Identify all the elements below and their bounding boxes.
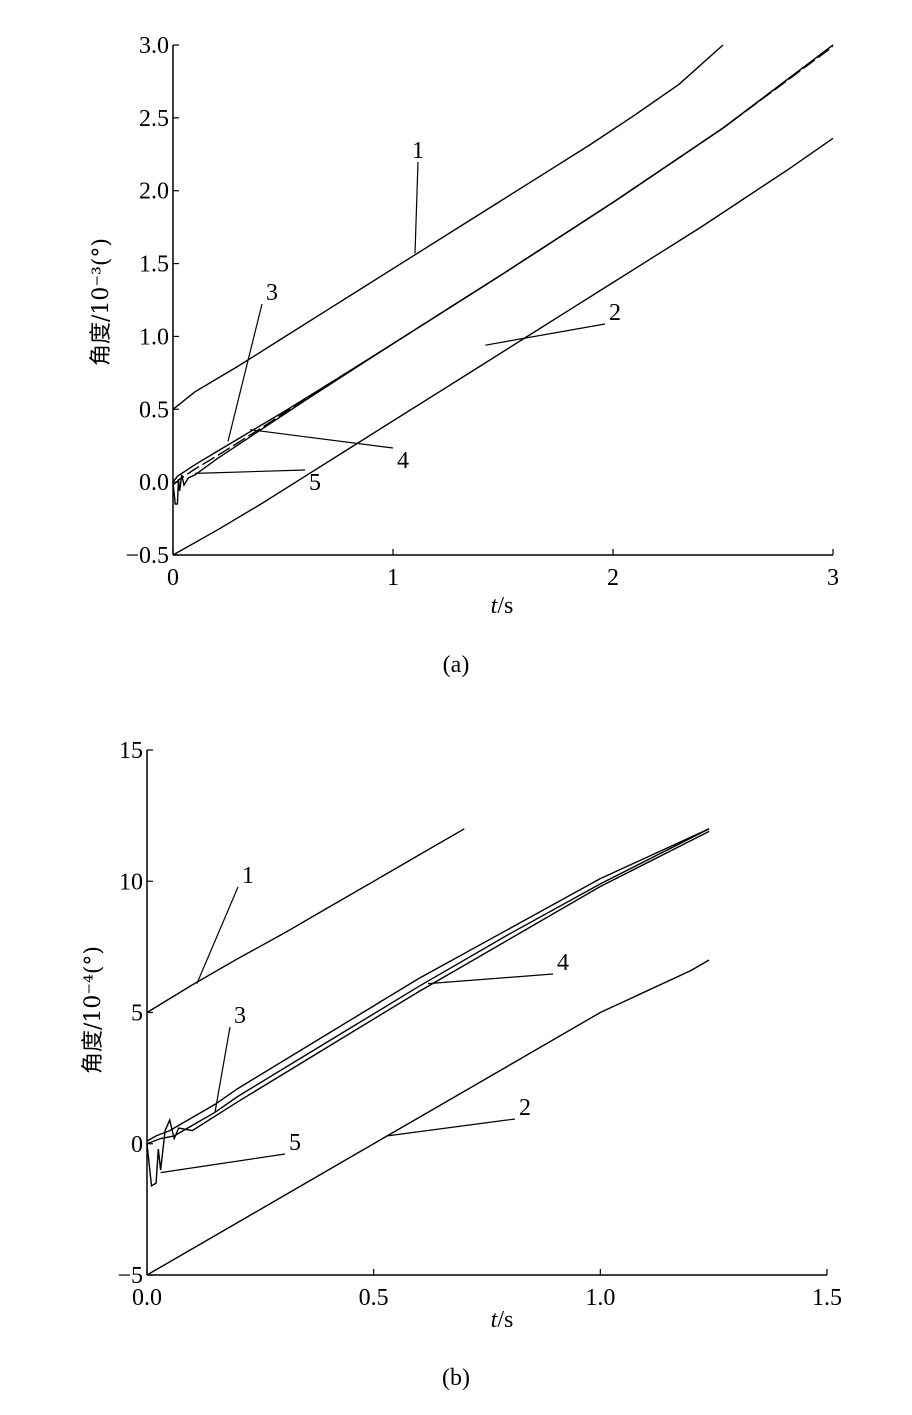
x-axis-label: t/s: [491, 593, 514, 619]
x-tick-label: 0: [167, 565, 179, 591]
y-tick-label: 2.0: [139, 179, 169, 205]
y-axis-label: 角度/10⁻³(°): [89, 238, 114, 366]
series-line-4: [146, 828, 710, 1145]
series-line-3: [172, 44, 834, 483]
x-tick-label: 1.0: [585, 1285, 615, 1311]
x-tick-label: 0.5: [359, 1285, 389, 1311]
caption: (a): [443, 652, 470, 678]
leader-line-4: [249, 429, 394, 449]
y-tick-label: 2.5: [139, 106, 169, 132]
leader-line-2: [485, 323, 606, 346]
series-line-5: [146, 830, 710, 1187]
y-tick-label: 0: [131, 1132, 143, 1158]
x-axis-label-variable: t: [491, 593, 499, 619]
x-tick-label: 3: [827, 565, 839, 591]
curve-label-1: 1: [242, 863, 254, 889]
y-tick-label: 10: [119, 869, 143, 895]
series-line-2: [146, 959, 710, 1276]
x-axis-label-unit: /s: [497, 593, 513, 619]
leader-line-3: [214, 1026, 231, 1113]
leader-line-1: [196, 886, 239, 984]
x-axis-label: t/s: [491, 1307, 514, 1333]
curve-label-3: 3: [234, 1003, 246, 1029]
curve-label-5: 5: [309, 470, 321, 496]
leader-line-2: [387, 1118, 516, 1137]
y-axis-label: 角度/10⁻⁴(°): [81, 946, 106, 1074]
series-line-3: [146, 828, 710, 1142]
curve-label-3: 3: [266, 280, 278, 306]
x-tick-label: 1: [387, 565, 399, 591]
series-line-2: [172, 137, 834, 556]
y-tick-label: 5: [131, 1001, 143, 1027]
curve-label-5: 5: [289, 1130, 301, 1156]
x-tick-label: 0.0: [132, 1285, 162, 1311]
y-tick-label: 0.0: [139, 470, 169, 496]
curve-label-1: 1: [412, 138, 424, 164]
chart-panel-b: 15 10 5 0 −50.0 0.5 1.0 1.5 1 2 3 4 5 角度/10⁻⁴(°) t/s…: [81, 738, 842, 1391]
leader-line-4: [428, 973, 554, 985]
x-axis-label-unit: /s: [497, 1307, 513, 1333]
leader-line-5: [160, 1153, 286, 1174]
y-tick-label: 1.0: [139, 324, 169, 350]
leader-line-1: [414, 161, 419, 254]
series-line-5: [172, 44, 834, 505]
y-tick-label: 15: [119, 738, 143, 764]
chart-panel-a: 3.0 2.5 2.0 1.5 1.0 0.5 0.0 −0.50 1 2 3 1 2 3 4 5 角度/10…: [89, 33, 839, 678]
series-line-1: [146, 828, 465, 1014]
y-tick-label: 0.5: [139, 397, 169, 423]
curve-label-4: 4: [557, 950, 569, 976]
curve-label-4: 4: [397, 448, 409, 474]
leader-line-3: [227, 303, 263, 442]
curve-label-2: 2: [519, 1095, 531, 1121]
x-tick-label: 1.5: [812, 1285, 842, 1311]
leader-line-5: [194, 469, 306, 474]
y-tick-label: 1.5: [139, 252, 169, 278]
y-tick-label: −0.5: [125, 543, 169, 569]
caption: (b): [442, 1365, 470, 1391]
series-line-1: [172, 44, 724, 410]
x-axis-label-variable: t: [491, 1307, 499, 1333]
x-tick-label: 2: [607, 565, 619, 591]
y-tick-label: 3.0: [139, 33, 169, 59]
y-tick-label: −5: [117, 1263, 143, 1289]
curve-label-2: 2: [609, 300, 621, 326]
